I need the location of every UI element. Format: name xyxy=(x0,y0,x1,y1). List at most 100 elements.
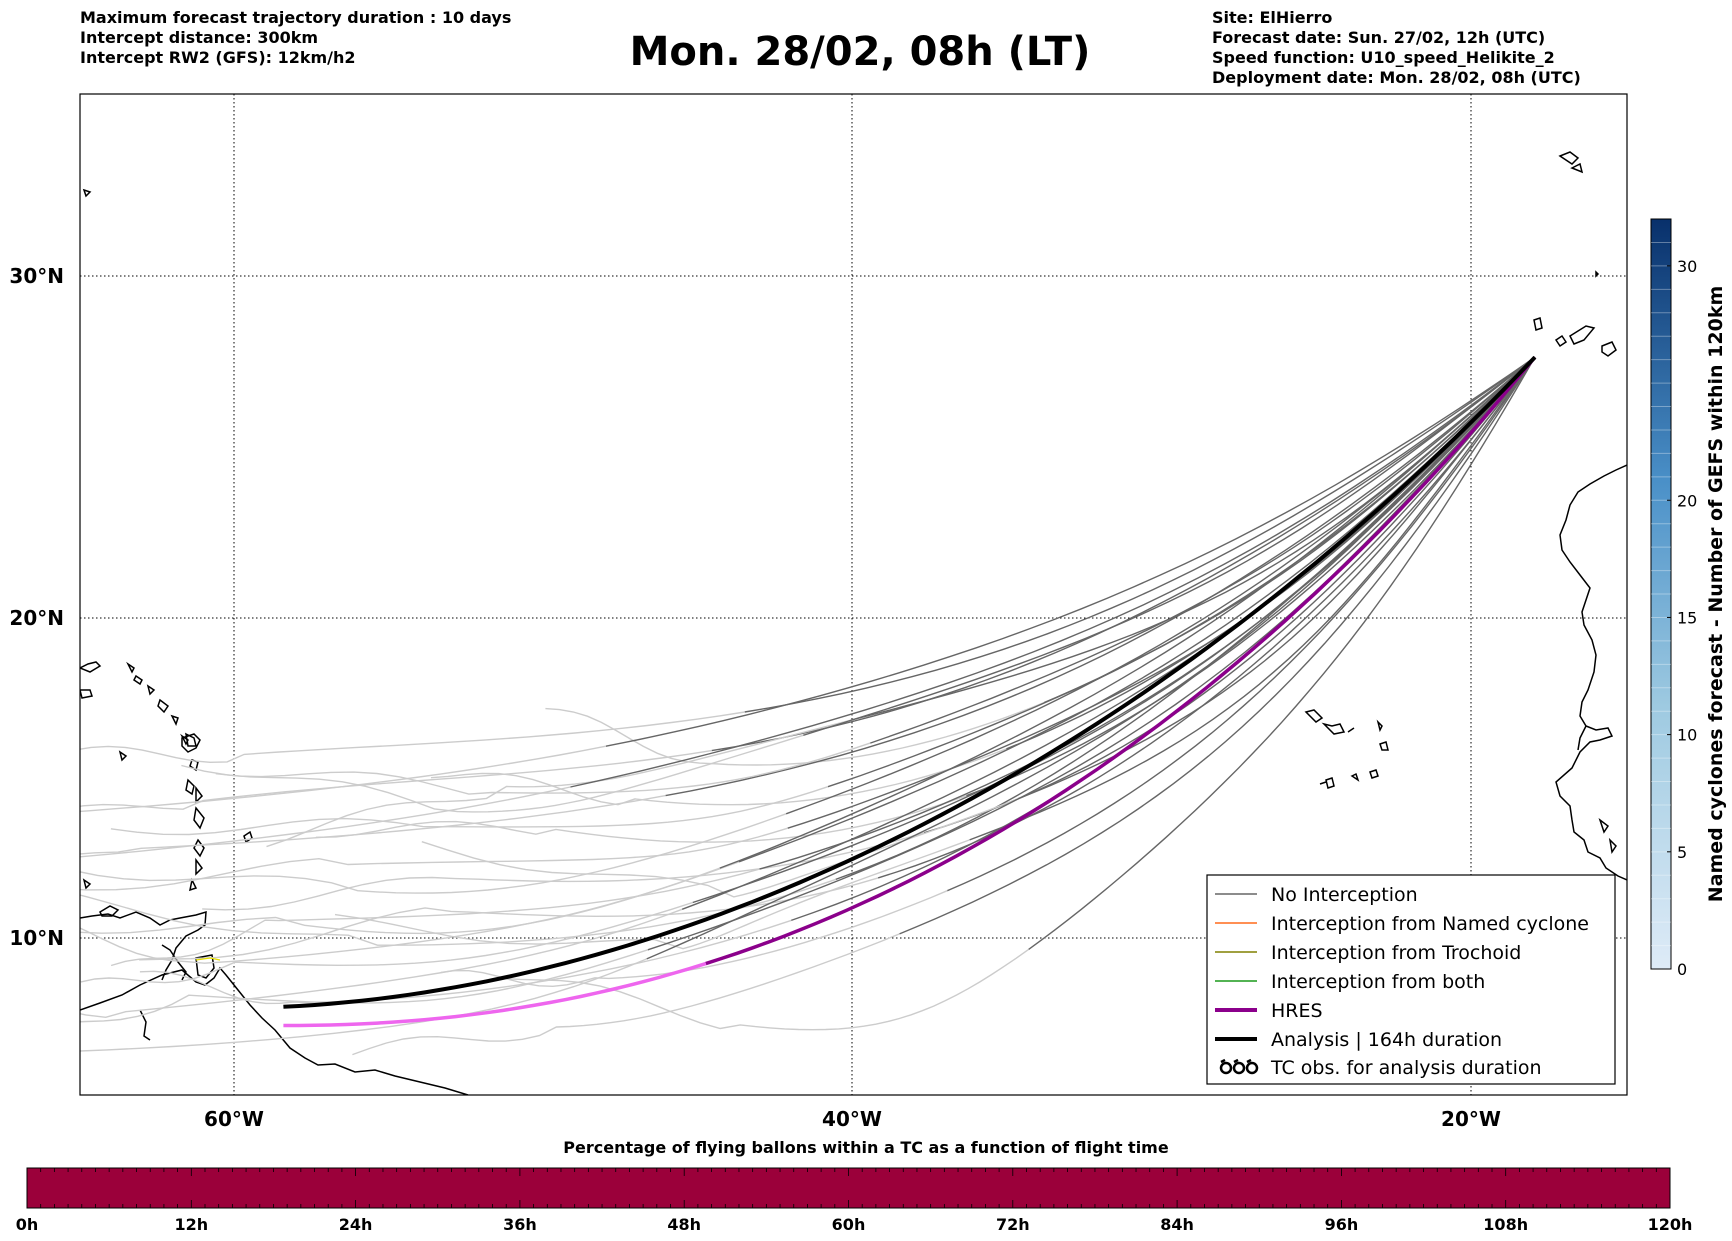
ensemble-track-late xyxy=(80,786,571,858)
ensemble-track xyxy=(785,356,1536,815)
ensemble-track-late xyxy=(266,719,852,848)
ensemble-track-late xyxy=(80,749,712,810)
colorbar-tick-label: 5 xyxy=(1677,843,1687,862)
ensemble-track-late xyxy=(110,868,760,967)
lat-label-20n: 20°N xyxy=(9,606,64,630)
island-cv-4 xyxy=(1376,719,1383,733)
ensemble-track xyxy=(969,356,1536,841)
deployment-date-text: Deployment date: Mon. 28/02, 08h (UTC) xyxy=(1212,68,1581,87)
time-bar-tick-label: 120h xyxy=(1648,1215,1693,1234)
time-bar-tick-label: 60h xyxy=(832,1215,866,1234)
island-cv-9 xyxy=(1369,769,1379,779)
colorbar-gradient xyxy=(1650,218,1672,970)
ensemble-track-late xyxy=(352,933,900,1056)
analysis-trajectory xyxy=(283,355,1537,1009)
analysis-track-line xyxy=(283,355,1537,1009)
lon-label-60w: 60°W xyxy=(204,1107,264,1131)
ensemble-track xyxy=(835,356,1536,881)
ensemble-track-late xyxy=(421,798,1019,898)
hres-track-late xyxy=(283,961,707,1028)
legend-item-label: No Interception xyxy=(1271,884,1418,906)
map-border xyxy=(79,93,1628,1096)
lon-label-40w: 40°W xyxy=(822,1107,882,1131)
colorbar-tick-label: 15 xyxy=(1677,608,1697,627)
colorbar-tick-label: 20 xyxy=(1677,491,1697,510)
time-bar-tick-label: 0h xyxy=(16,1215,39,1234)
ensemble-track-late xyxy=(500,948,1030,1031)
ensemble-track xyxy=(827,356,1536,788)
ensemble-track-late xyxy=(80,827,788,891)
ensemble-track-late xyxy=(315,795,967,843)
colorbar-tick-label: 10 xyxy=(1677,726,1697,745)
island-17 xyxy=(189,877,198,892)
island-lanzarote-2 xyxy=(1570,162,1584,174)
ensemble-track-late xyxy=(110,786,829,836)
island-3 xyxy=(126,661,135,674)
legend-item-label: Interception from both xyxy=(1271,971,1485,993)
coast-bissagos xyxy=(1608,837,1617,854)
island-cv-1 xyxy=(1304,709,1324,723)
cyclone-colorbar: 0 5 10 15 20 30 Named cyclones forecast - Num… xyxy=(1650,218,1727,979)
coast-west-africa xyxy=(1555,464,1627,881)
ensemble-track xyxy=(605,356,1536,747)
time-bar-tick-label: 108h xyxy=(1483,1215,1528,1234)
max-duration-text: Maximum forecast trajectory duration : 1… xyxy=(80,8,512,27)
island-1 xyxy=(80,661,102,673)
time-bar-tick-label: 12h xyxy=(174,1215,208,1234)
colorbar-segment-lines xyxy=(1651,241,1671,947)
ensemble-track xyxy=(570,356,1536,788)
ensemble-track xyxy=(966,356,1536,797)
island-13 xyxy=(195,785,203,804)
time-bar-tick-label: 24h xyxy=(339,1215,373,1234)
island-4 xyxy=(133,674,143,686)
lon-label-20w: 20°W xyxy=(1441,1107,1501,1131)
island-guadeloupe xyxy=(181,733,201,753)
intercept-distance-text: Intercept distance: 300km xyxy=(80,28,319,47)
island-9 xyxy=(185,732,197,747)
intercept-rw2-text: Intercept RW2 (GFS): 12km/h2 xyxy=(80,48,356,67)
island-cv-3 xyxy=(1347,727,1355,733)
ensemble-track xyxy=(759,356,1536,870)
island-cv-6 xyxy=(1325,777,1335,789)
ensemble-track xyxy=(802,356,1536,736)
coast-lake xyxy=(139,1009,151,1041)
island-cv-7 xyxy=(1319,781,1327,785)
island-21 xyxy=(82,188,92,198)
island-canary-5 xyxy=(1595,270,1600,278)
ensemble-track xyxy=(692,356,1536,904)
colorbar-tick-label: 0 xyxy=(1677,960,1687,979)
island-5 xyxy=(146,684,156,696)
ensemble-track-late xyxy=(80,958,647,1052)
island-canary-2 xyxy=(1554,334,1568,348)
time-bar-tick-label: 48h xyxy=(667,1215,701,1234)
ensemble-track xyxy=(711,356,1536,752)
ensemble-track-late xyxy=(139,919,792,1005)
time-bar-tick-label: 72h xyxy=(996,1215,1030,1234)
ensemble-track-late xyxy=(80,901,693,984)
island-cv-8 xyxy=(1350,772,1360,782)
legend-item-label: HRES xyxy=(1271,1000,1323,1022)
island-20 xyxy=(118,750,128,762)
colorbar-tick-label: 30 xyxy=(1677,257,1697,276)
legend-tc-obs-label: TC obs. for analysis duration xyxy=(1270,1057,1542,1079)
legend-item-label: Interception from Named cyclone xyxy=(1271,913,1589,935)
ensemble-track xyxy=(719,356,1536,869)
island-canary-1 xyxy=(1533,317,1543,331)
lat-label-10n: 10°N xyxy=(9,926,64,950)
island-canary-4 xyxy=(1601,341,1617,357)
coast-south-america xyxy=(80,966,469,1095)
speed-function-text: Speed function: U10_speed_Helikite_2 xyxy=(1212,48,1555,67)
colorbar-title: Named cyclones forecast - Number of GEFS… xyxy=(1705,286,1727,903)
legend-box xyxy=(1206,874,1616,1085)
island-cv-2 xyxy=(1321,722,1346,735)
island-canary-3 xyxy=(1569,325,1596,345)
ensemble-track-late xyxy=(80,908,683,1019)
ensemble-track-late xyxy=(80,794,666,855)
ensemble-track-late xyxy=(181,734,804,813)
ensemble-track-late xyxy=(545,701,1045,766)
time-bar-title: Percentage of flying ballons within a TC… xyxy=(563,1138,1169,1157)
ensemble-track-late xyxy=(80,711,745,764)
site-text: Site: ElHierro xyxy=(1212,8,1333,27)
hres-track-early xyxy=(705,356,1537,966)
